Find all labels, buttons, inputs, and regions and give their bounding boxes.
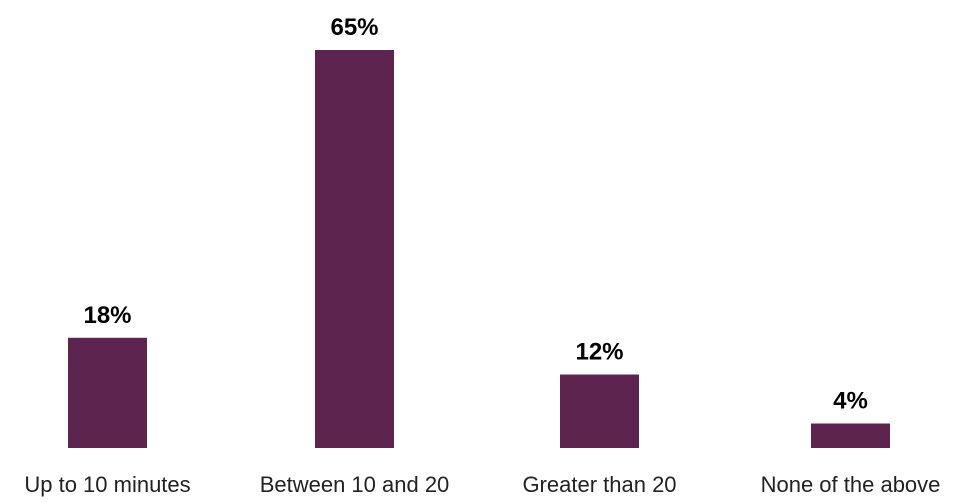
category-label-1: Up to 10 minutes bbox=[24, 472, 190, 497]
bar-1 bbox=[68, 337, 147, 448]
value-label-3: 12% bbox=[575, 339, 623, 366]
category-label-4: None of the above bbox=[761, 472, 941, 497]
category-labels-layer: Up to 10 minutes Between 10 and 20 Greater… bbox=[24, 472, 940, 497]
value-label-1: 18% bbox=[83, 302, 131, 329]
bars-layer bbox=[68, 50, 890, 448]
value-labels-layer: 18% 65% 12% 4% bbox=[83, 14, 867, 415]
value-label-4: 4% bbox=[833, 388, 868, 415]
bar-4 bbox=[811, 423, 890, 448]
bar-2 bbox=[315, 50, 394, 448]
bar-3 bbox=[560, 374, 639, 448]
category-label-3: Greater than 20 bbox=[522, 472, 676, 497]
category-label-2: Between 10 and 20 bbox=[260, 472, 450, 497]
value-label-2: 65% bbox=[330, 14, 378, 41]
